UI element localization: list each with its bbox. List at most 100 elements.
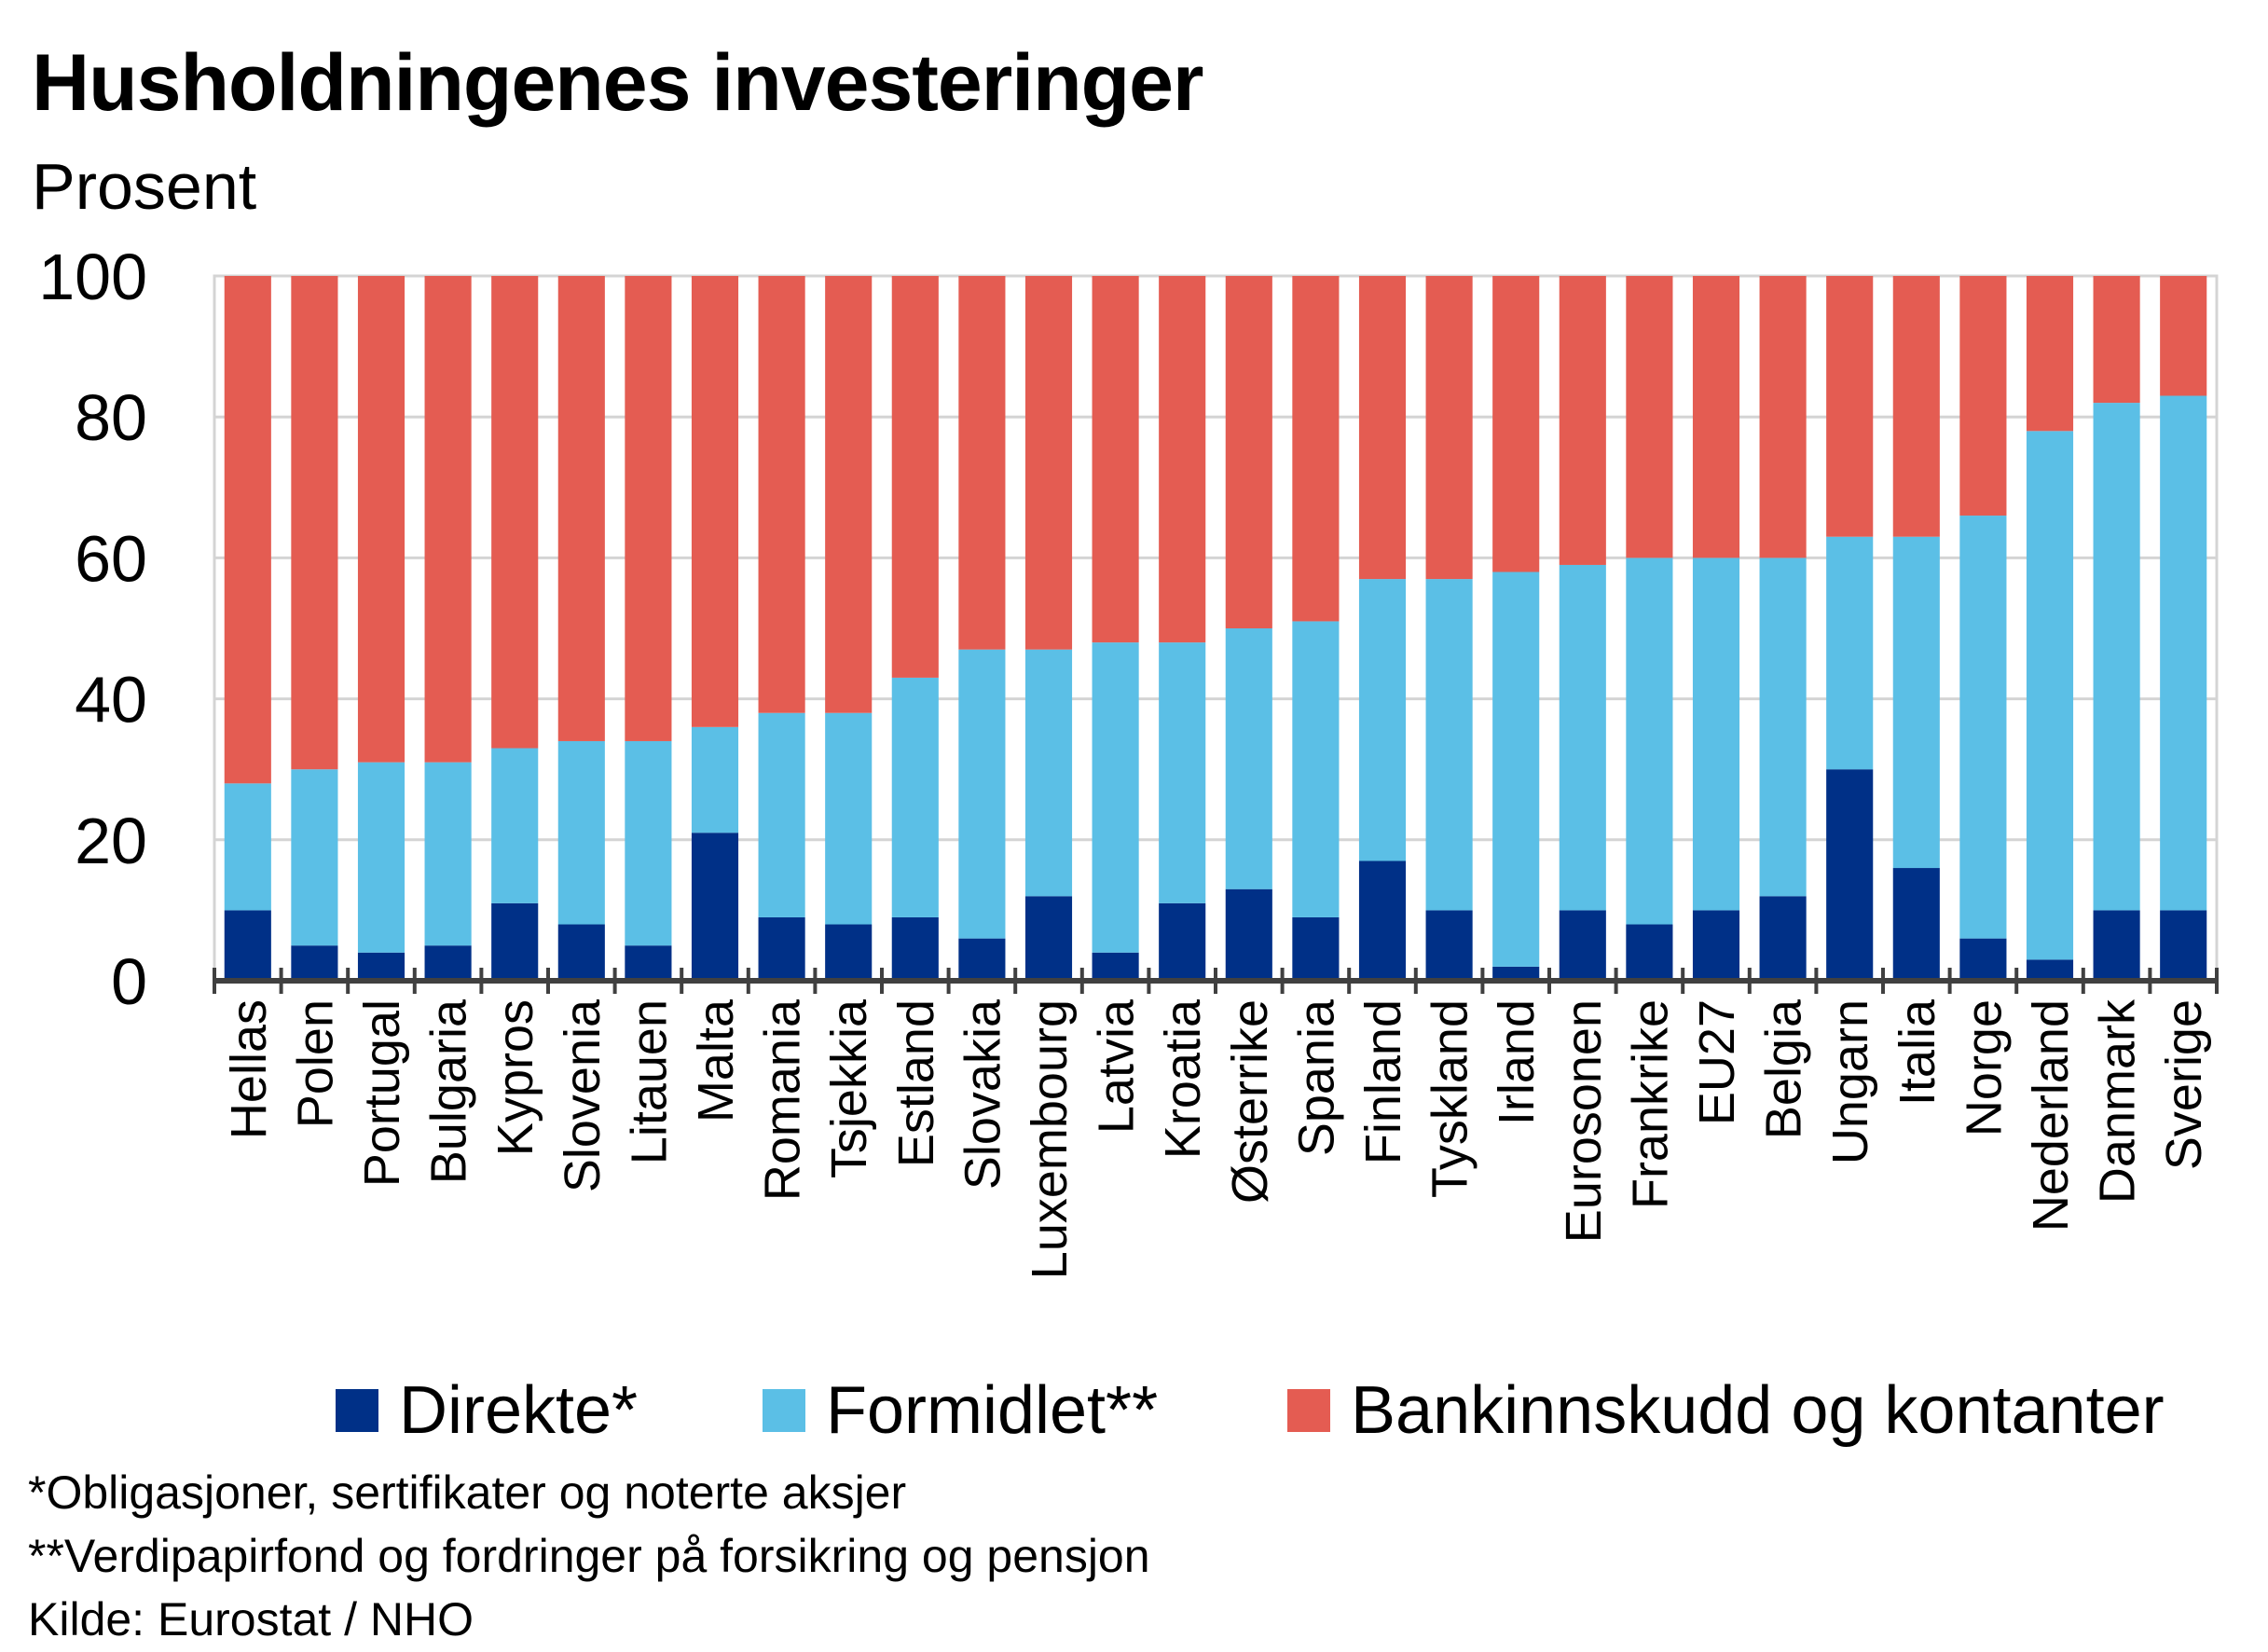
bar-segment <box>1225 276 1272 628</box>
bar-segment <box>557 924 605 981</box>
x-category-label: Estland <box>888 999 944 1167</box>
legend-label-direkte: Direkte* <box>399 1373 639 1448</box>
bar-segment <box>1292 916 1340 981</box>
bar-segment <box>357 952 405 981</box>
bar-segment <box>1092 276 1139 643</box>
bar-segment <box>1826 276 1874 537</box>
bar-segment <box>224 910 271 981</box>
bar-segment <box>2026 959 2074 981</box>
bar-segment <box>357 276 405 763</box>
bar-segment <box>758 712 805 917</box>
bar-segment <box>1626 558 1673 925</box>
bar-segment <box>958 649 1006 939</box>
x-category-label: Irland <box>1489 999 1545 1125</box>
x-category-label: Tsjekkia <box>821 998 877 1178</box>
bar-segment <box>1692 558 1740 911</box>
bar-segment <box>1024 896 1073 981</box>
footnote-formidlet: **Verdipapirfond og fordringer på forsik… <box>28 1530 1150 1582</box>
bar-segment <box>1159 276 1206 643</box>
bar-segment <box>2160 910 2207 981</box>
bar-segment <box>1559 276 1606 565</box>
bar-segment <box>958 938 1006 981</box>
x-category-label: Slovakia <box>955 998 1010 1190</box>
y-tick-label: 60 <box>75 522 147 595</box>
bar-segment <box>1024 276 1073 650</box>
x-category-label: Norge <box>1956 999 2012 1136</box>
bar-segment <box>1759 558 1807 897</box>
bar-segment <box>1092 952 1139 981</box>
legend-swatch-bankinnskudd <box>1287 1389 1330 1432</box>
bar-segment <box>1492 571 1540 967</box>
bar-segment <box>891 677 939 917</box>
bar-segment <box>2160 395 2207 911</box>
bar-segment <box>1159 642 1206 903</box>
bar-segment <box>1358 860 1407 981</box>
bar-segment <box>691 726 739 833</box>
source-note: Kilde: Eurostat / NHO <box>28 1593 474 1645</box>
y-tick-label: 40 <box>75 664 147 737</box>
bar-segment <box>825 924 873 981</box>
legend: Direkte* Formidlet** Bankinnskudd og kon… <box>0 1369 2268 1452</box>
chart-title: Husholdningenes investeringer <box>32 38 1203 128</box>
bar-segment <box>825 276 873 713</box>
x-category-label: Spania <box>1288 998 1344 1156</box>
x-category-label: Latvia <box>1089 998 1145 1134</box>
bar-segment <box>1692 910 1740 981</box>
x-category-label: Belgia <box>1756 998 1812 1139</box>
bar-segment <box>1759 896 1807 981</box>
x-category-label: Finland <box>1355 999 1411 1164</box>
bar-segment <box>2026 276 2074 432</box>
bar-segment <box>224 276 271 784</box>
y-axis-unit-label: Prosent <box>32 150 257 223</box>
bar-segment <box>625 276 672 741</box>
bar-segment <box>1358 276 1407 580</box>
x-category-label: Italia <box>1890 998 1945 1106</box>
legend-label-bankinnskudd: Bankinnskudd og kontanter <box>1351 1373 2165 1448</box>
x-category-label: Tyskland <box>1423 999 1478 1198</box>
bar-segment <box>758 276 805 713</box>
bar-segment <box>1626 924 1673 981</box>
y-tick-label: 0 <box>111 945 147 1018</box>
bar-segment <box>1959 516 2007 939</box>
bar-segment <box>557 276 605 741</box>
x-category-label: Østerrike <box>1222 999 1278 1204</box>
x-category-label: Eurosonen <box>1556 999 1612 1243</box>
bar-segment <box>224 783 271 911</box>
bar-segment <box>1959 938 2007 981</box>
bar-segment <box>891 916 939 981</box>
bar-segment <box>1292 621 1340 917</box>
bar-segment <box>491 276 539 749</box>
bar-segment <box>1492 276 1540 572</box>
bar-segment <box>1559 564 1606 911</box>
bar-segment <box>291 769 338 946</box>
bar-segment <box>2093 403 2140 911</box>
bar-segment <box>557 740 605 925</box>
bar-segment <box>1425 276 1473 580</box>
x-category-label: Slovenia <box>555 998 611 1192</box>
bar-segment <box>758 916 805 981</box>
y-tick-label: 80 <box>75 381 147 454</box>
bar-segment <box>2093 276 2140 404</box>
x-category-label: Hellas <box>221 999 277 1139</box>
bar-segment <box>2093 910 2140 981</box>
bar-segment <box>491 748 539 903</box>
bar-segment <box>2160 276 2207 396</box>
x-category-label: Romania <box>755 998 811 1201</box>
bar-segment <box>1225 628 1272 889</box>
footnote-direkte: *Obligasjoner, sertifikater og noterte a… <box>28 1466 907 1519</box>
bar-segment <box>1159 902 1206 981</box>
bar-segment <box>1358 579 1407 861</box>
x-category-label: Luxembourg <box>1022 999 1078 1279</box>
bar-segment <box>1692 276 1740 558</box>
legend-item-formidlet: Formidlet** <box>763 1369 1158 1452</box>
bar-segment <box>691 276 739 727</box>
legend-swatch-direkte <box>336 1389 378 1432</box>
bar-segment <box>891 276 939 678</box>
legend-item-bankinnskudd: Bankinnskudd og kontanter <box>1287 1369 2165 1452</box>
x-category-label: EU27 <box>1689 999 1745 1125</box>
legend-item-direkte: Direkte* <box>336 1369 638 1452</box>
bar-segment <box>1626 276 1673 558</box>
bar-segment <box>1292 276 1340 622</box>
y-tick-label: 20 <box>75 805 147 877</box>
